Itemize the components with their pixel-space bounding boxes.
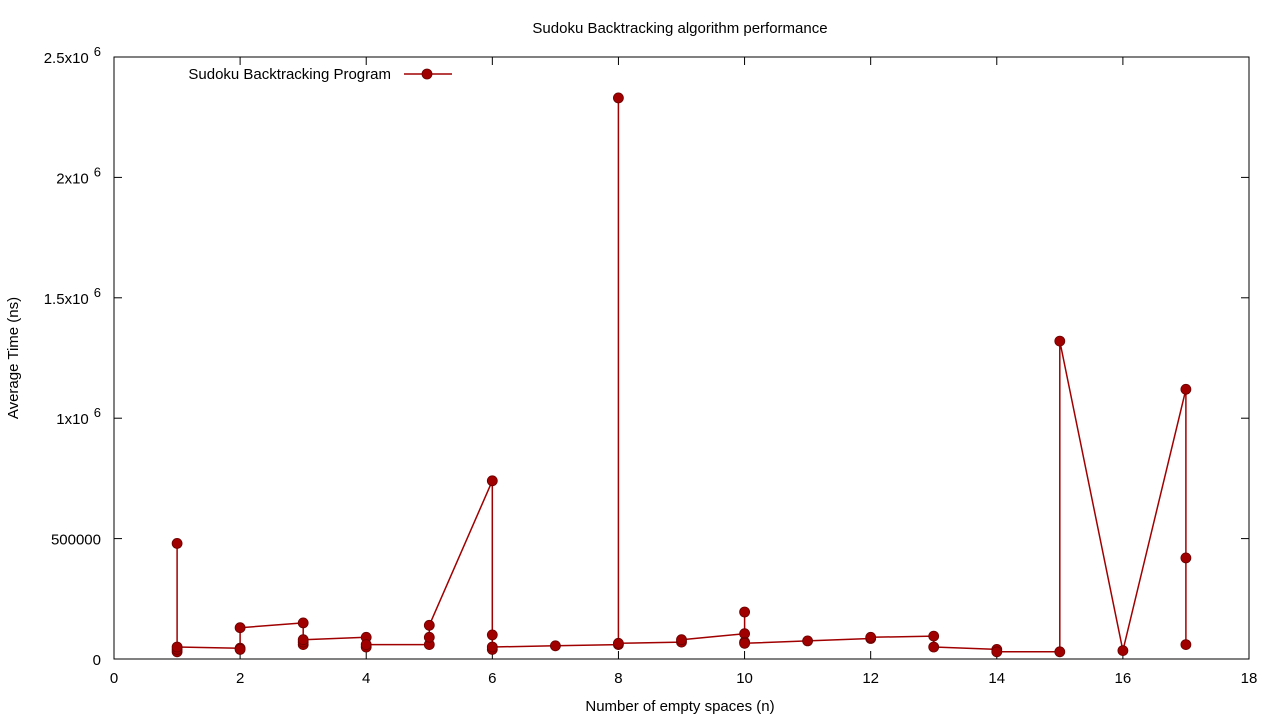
data-point: [486, 475, 498, 487]
data-point: [1117, 645, 1129, 656]
x-tick-label: 10: [736, 670, 753, 687]
y-tick-label-base: 2x10: [56, 170, 89, 187]
data-point: [297, 634, 309, 646]
x-tick-label: 12: [862, 670, 879, 687]
y-tick-label: 1.5x10 6: [44, 285, 101, 308]
series-line: [176, 97, 1187, 653]
data-point: [486, 629, 498, 641]
y-tick-label-base: 1.5x10: [44, 291, 89, 308]
data-point: [928, 641, 940, 653]
y-tick-label-base: 1x10: [56, 411, 89, 428]
data-point: [550, 640, 561, 652]
x-tick-label: 16: [1115, 670, 1132, 687]
y-tick-label-base: 500000: [51, 532, 101, 549]
y-tick-label: 2x10 6: [56, 164, 101, 187]
x-axis: 0 2 4 6 8 10 12 14 16 18: [110, 57, 1258, 687]
y-tick-label-exponent: 6: [94, 44, 101, 59]
x-tick-label: 6: [488, 670, 496, 687]
data-point: [613, 637, 624, 649]
data-point: [234, 622, 246, 634]
data-point: [928, 630, 940, 642]
y-tick-label-exponent: 6: [94, 405, 101, 420]
y-tick-label-exponent: 6: [94, 285, 101, 300]
legend: Sudoku Backtracking Program: [188, 66, 452, 83]
legend-label: Sudoku Backtracking Program: [188, 66, 391, 83]
data-point: [360, 639, 372, 650]
x-tick-label: 14: [988, 670, 1005, 687]
data-point: [297, 617, 309, 629]
y-tick-label: 0: [93, 652, 101, 669]
data-point: [1180, 639, 1192, 650]
x-tick-label: 4: [362, 670, 370, 687]
data-point: [423, 631, 435, 643]
y-tick-label: 1x10 6: [56, 405, 101, 428]
x-tick-label: 18: [1241, 670, 1258, 687]
x-tick-label: 8: [614, 670, 622, 687]
data-point: [234, 644, 246, 655]
data-point: [423, 619, 435, 631]
y-tick-label: 2.5x10 6: [44, 44, 101, 67]
y-tick-label-exponent: 6: [94, 164, 101, 179]
y-tick-label-base: 2.5x10: [44, 50, 89, 67]
data-point: [802, 635, 813, 647]
data-point: [1180, 383, 1192, 395]
data-point: [1054, 335, 1066, 347]
y-tick-label-base: 0: [93, 652, 101, 669]
x-tick-label: 2: [236, 670, 244, 687]
plot-frame: [113, 56, 1250, 660]
data-point: [171, 538, 183, 549]
x-tick-label: 0: [110, 670, 118, 687]
data-point: [676, 634, 687, 646]
data-point: [865, 631, 877, 643]
y-axis: 0 500000 1x10 6 1.5x10 6 2x10 6 2.5x10 6: [44, 44, 1249, 669]
data-point: [1180, 552, 1192, 564]
chart-title: Sudoku Backtracking algorithm performanc…: [532, 20, 827, 37]
y-tick-label: 500000: [51, 532, 101, 549]
series-group: [171, 92, 1192, 658]
data-point: [991, 646, 1003, 658]
data-point: [739, 637, 750, 649]
data-point: [739, 606, 750, 618]
y-axis-label: Average Time (ns): [5, 297, 22, 419]
legend-marker: [421, 68, 433, 80]
data-point: [1054, 646, 1066, 658]
data-point: [613, 92, 624, 104]
data-point: [486, 641, 498, 653]
data-point: [171, 641, 183, 653]
x-axis-label: Number of empty spaces (n): [585, 698, 774, 715]
